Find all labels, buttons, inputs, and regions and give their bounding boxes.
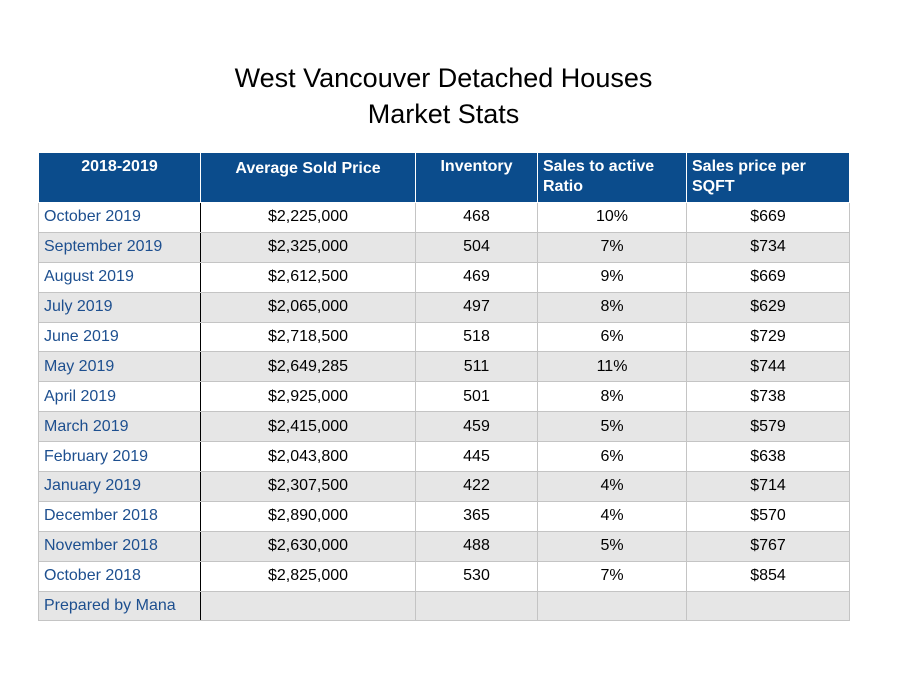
month-cell: October 2019 [38, 202, 201, 233]
sales-to-active-ratio-cell: 10% [537, 202, 687, 233]
sales-to-active-ratio-cell: 9% [537, 261, 687, 293]
table-row: Prepared by Mana [38, 590, 850, 622]
month-cell: May 2019 [38, 351, 201, 383]
average-sold-price-cell: $2,325,000 [200, 231, 416, 263]
average-sold-price-cell: $2,225,000 [200, 202, 416, 233]
header-sales-to-active-ratio: Sales to active Ratio [537, 152, 687, 203]
sales-price-per-sqft-cell: $729 [686, 321, 850, 353]
sales-to-active-ratio-cell [537, 590, 687, 622]
inventory-cell: 497 [415, 291, 538, 323]
sales-price-per-sqft-cell: $714 [686, 471, 850, 502]
page-title: West Vancouver Detached Houses [234, 63, 653, 93]
month-cell: August 2019 [38, 261, 201, 293]
average-sold-price-cell: $2,718,500 [200, 321, 416, 353]
inventory-cell: 511 [415, 351, 538, 383]
average-sold-price-cell [200, 590, 416, 622]
table-row: April 2019 $2,925,000 501 8% $738 [38, 381, 850, 413]
sales-price-per-sqft-cell: $579 [686, 411, 850, 443]
sales-price-per-sqft-cell: $734 [686, 231, 850, 263]
header-sales-price-per-sqft: Sales price per SQFT [686, 152, 850, 203]
sales-price-per-sqft-cell: $669 [686, 261, 850, 293]
sales-price-per-sqft-cell: $744 [686, 351, 850, 383]
average-sold-price-cell: $2,612,500 [200, 261, 416, 293]
header-inventory: Inventory [415, 152, 538, 203]
sales-to-active-ratio-cell: 5% [537, 411, 687, 443]
sales-to-active-ratio-cell: 7% [537, 231, 687, 263]
inventory-cell: 501 [415, 381, 538, 413]
sales-price-per-sqft-cell: $738 [686, 381, 850, 413]
average-sold-price-cell: $2,043,800 [200, 441, 416, 473]
header-period: 2018-2019 [38, 152, 201, 203]
average-sold-price-cell: $2,890,000 [200, 500, 416, 532]
inventory-cell: 530 [415, 560, 538, 592]
average-sold-price-cell: $2,065,000 [200, 291, 416, 323]
sales-to-active-ratio-cell: 5% [537, 530, 687, 562]
inventory-cell: 459 [415, 411, 538, 443]
inventory-cell: 422 [415, 471, 538, 502]
sales-price-per-sqft-cell: $669 [686, 202, 850, 233]
inventory-cell: 445 [415, 441, 538, 473]
table-row: November 2018 $2,630,000 488 5% $767 [38, 530, 850, 562]
average-sold-price-cell: $2,307,500 [200, 471, 416, 502]
market-stats-table: 2018-2019 Average Sold Price Inventory S… [38, 152, 850, 622]
sales-price-per-sqft-cell [686, 590, 850, 622]
sales-price-per-sqft-cell: $629 [686, 291, 850, 323]
table-row: February 2019 $2,043,800 445 6% $638 [38, 441, 850, 473]
inventory-cell: 469 [415, 261, 538, 293]
month-cell: June 2019 [38, 321, 201, 353]
month-cell: September 2019 [38, 231, 201, 263]
sales-price-per-sqft-cell: $854 [686, 560, 850, 592]
month-cell: March 2019 [38, 411, 201, 443]
sales-price-per-sqft-cell: $767 [686, 530, 850, 562]
sales-to-active-ratio-cell: 7% [537, 560, 687, 592]
sales-to-active-ratio-cell: 8% [537, 381, 687, 413]
inventory-cell: 504 [415, 231, 538, 263]
month-cell: October 2018 [38, 560, 201, 592]
table-row: July 2019 $2,065,000 497 8% $629 [38, 291, 850, 323]
sales-to-active-ratio-cell: 6% [537, 321, 687, 353]
table-row: May 2019 $2,649,285 511 11% $744 [38, 351, 850, 383]
sales-to-active-ratio-cell: 11% [537, 351, 687, 383]
inventory-cell: 488 [415, 530, 538, 562]
sales-price-per-sqft-cell: $570 [686, 500, 850, 532]
table-row: October 2018 $2,825,000 530 7% $854 [38, 560, 850, 592]
sales-to-active-ratio-cell: 8% [537, 291, 687, 323]
sales-price-per-sqft-cell: $638 [686, 441, 850, 473]
table-row: August 2019 $2,612,500 469 9% $669 [38, 261, 850, 293]
inventory-cell: 518 [415, 321, 538, 353]
average-sold-price-cell: $2,630,000 [200, 530, 416, 562]
average-sold-price-cell: $2,415,000 [200, 411, 416, 443]
header-average-sold-price: Average Sold Price [200, 152, 416, 203]
table-body: October 2019 $2,225,000 468 10% $669 Septembe… [38, 202, 850, 622]
page-subtitle: Market Stats [367, 99, 520, 129]
inventory-cell: 365 [415, 500, 538, 532]
average-sold-price-cell: $2,649,285 [200, 351, 416, 383]
sales-to-active-ratio-cell: 4% [537, 471, 687, 502]
inventory-cell [415, 590, 538, 622]
average-sold-price-cell: $2,825,000 [200, 560, 416, 592]
month-cell: November 2018 [38, 530, 201, 562]
sales-to-active-ratio-cell: 6% [537, 441, 687, 473]
table-row: October 2019 $2,225,000 468 10% $669 [38, 202, 850, 233]
month-cell: July 2019 [38, 291, 201, 323]
table-header-row: 2018-2019 Average Sold Price Inventory S… [38, 152, 850, 203]
month-cell: April 2019 [38, 381, 201, 413]
month-cell: December 2018 [38, 500, 201, 532]
month-cell: Prepared by Mana [38, 590, 201, 622]
table-row: March 2019 $2,415,000 459 5% $579 [38, 411, 850, 443]
month-cell: February 2019 [38, 441, 201, 473]
sales-to-active-ratio-cell: 4% [537, 500, 687, 532]
table-row: January 2019 $2,307,500 422 4% $714 [38, 471, 850, 502]
table-row: June 2019 $2,718,500 518 6% $729 [38, 321, 850, 353]
inventory-cell: 468 [415, 202, 538, 233]
table-row: September 2019 $2,325,000 504 7% $734 [38, 231, 850, 263]
month-cell: January 2019 [38, 471, 201, 502]
table-row: December 2018 $2,890,000 365 4% $570 [38, 500, 850, 532]
average-sold-price-cell: $2,925,000 [200, 381, 416, 413]
